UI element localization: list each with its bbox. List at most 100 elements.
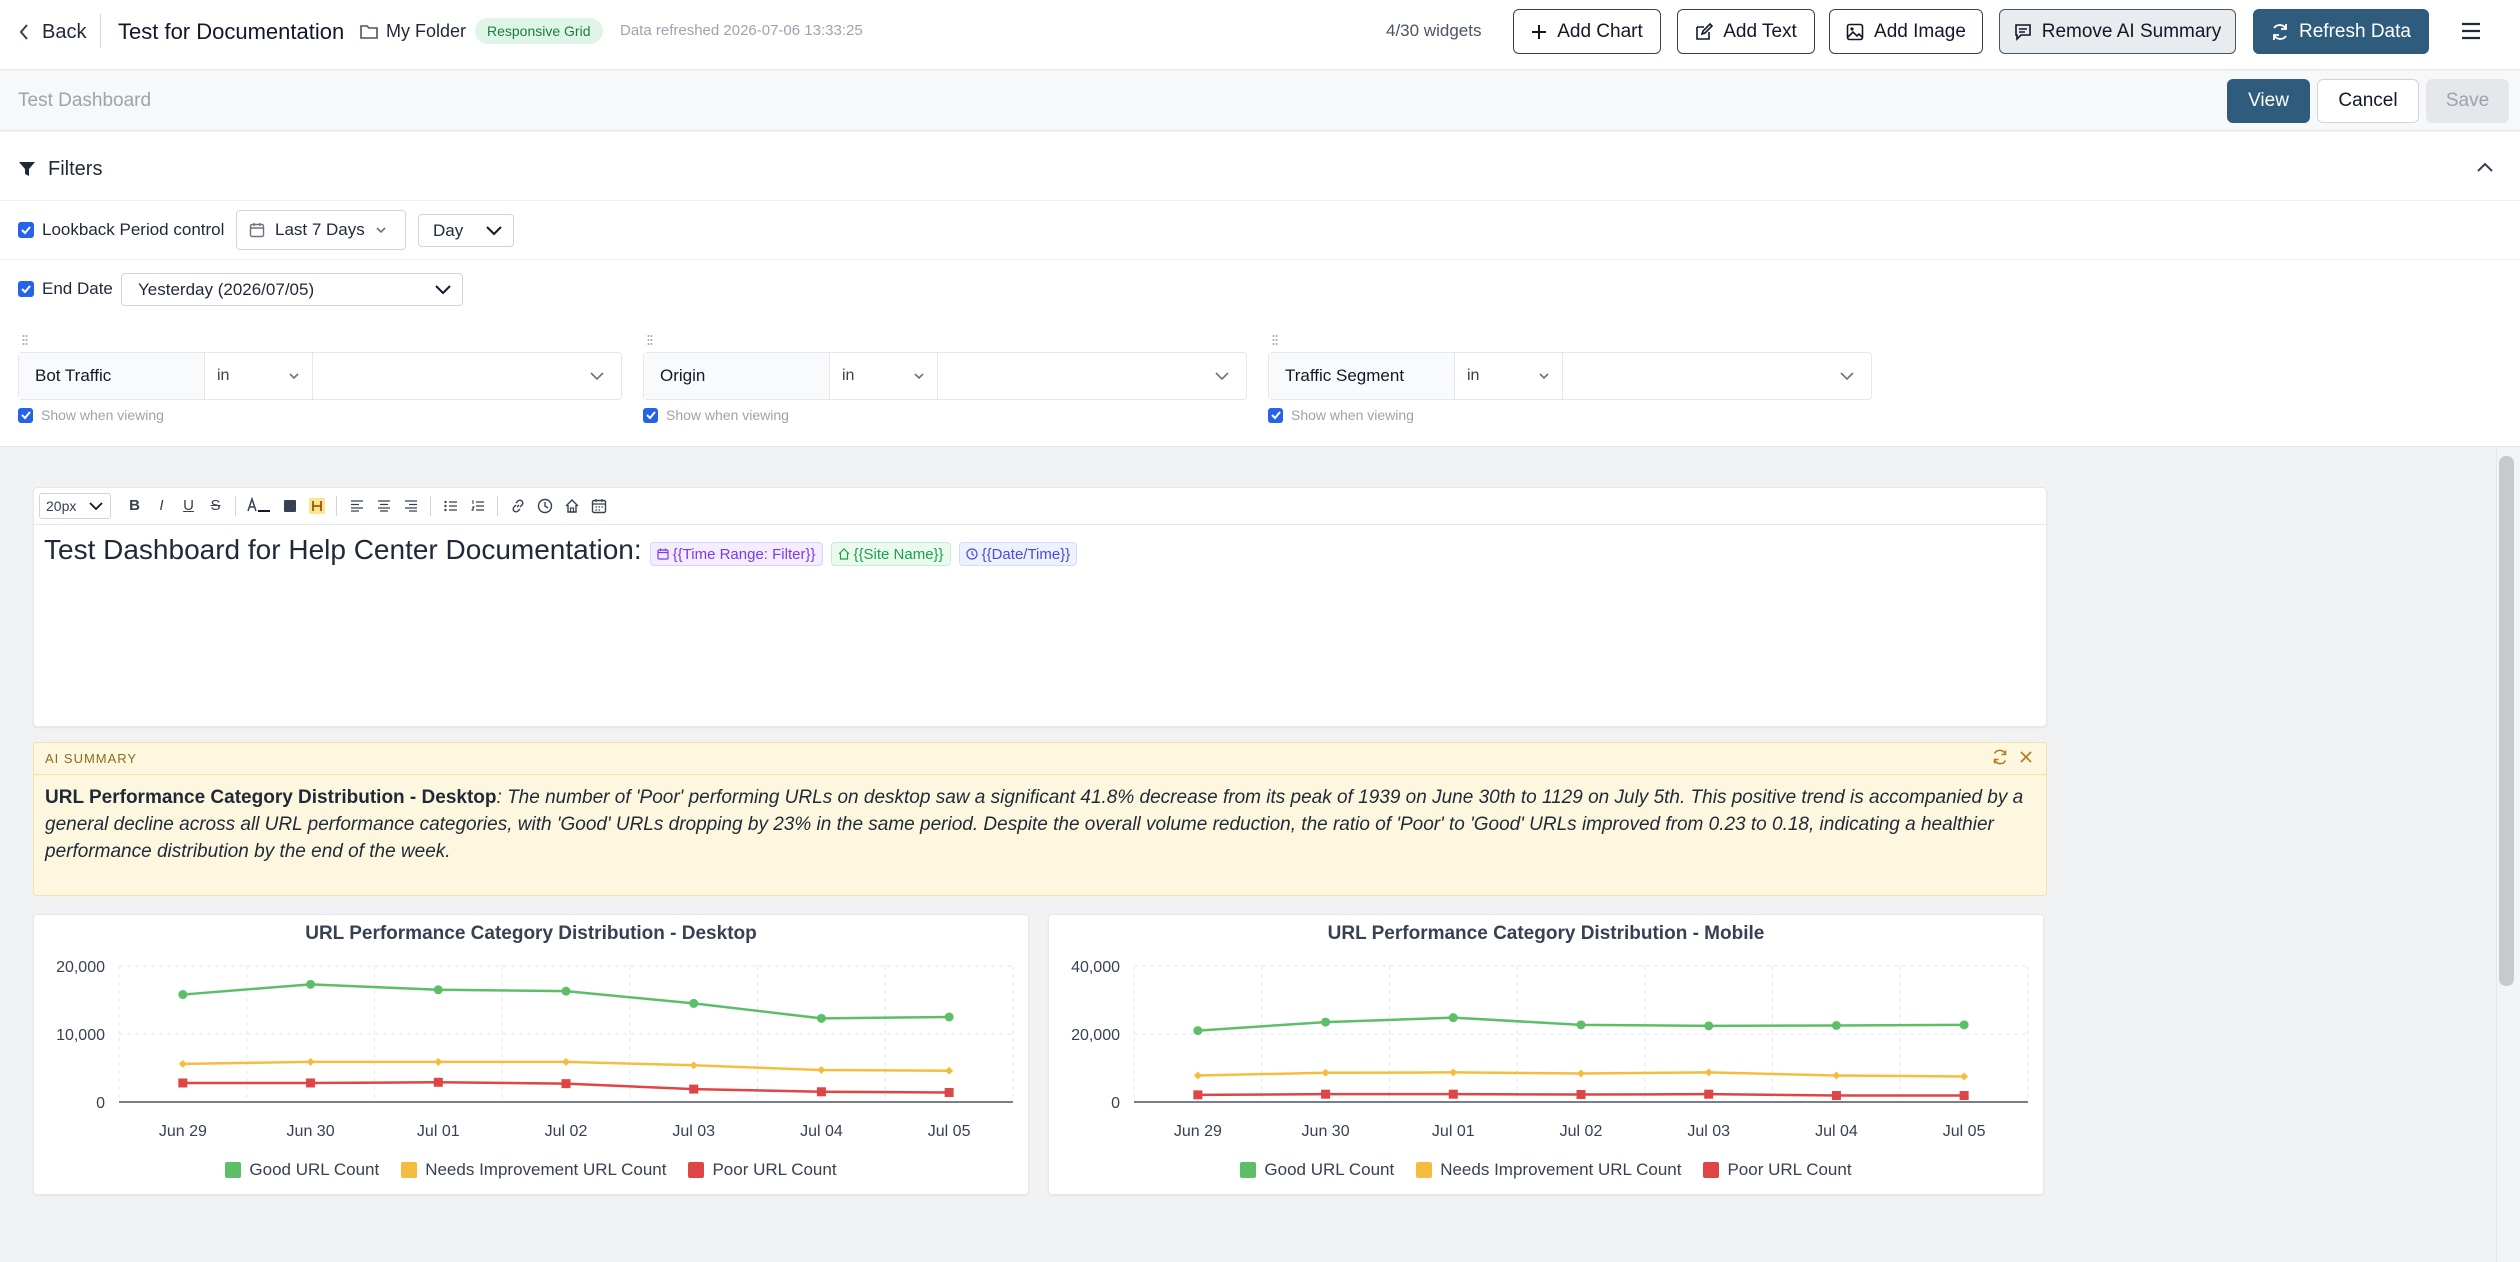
lookback-checkbox[interactable] — [18, 222, 34, 238]
data-point[interactable] — [816, 1087, 826, 1097]
legend-item[interactable]: Poor URL Count — [1703, 1160, 1852, 1180]
data-point[interactable] — [178, 1059, 187, 1068]
operator-select[interactable]: in — [830, 353, 938, 399]
refresh-data-button[interactable]: Refresh Data — [2253, 9, 2429, 54]
legend-item[interactable]: Needs Improvement URL Count — [401, 1160, 666, 1180]
data-point[interactable] — [1576, 1020, 1586, 1030]
bold-icon[interactable]: B — [129, 497, 140, 514]
data-point[interactable] — [945, 1066, 954, 1075]
close-icon[interactable] — [2018, 749, 2034, 765]
data-point[interactable] — [1960, 1072, 1969, 1081]
home-icon[interactable] — [558, 493, 585, 519]
link-icon[interactable] — [504, 493, 531, 519]
clock-icon[interactable] — [531, 493, 558, 519]
view-button[interactable]: View — [2227, 79, 2310, 123]
save-button[interactable]: Save — [2426, 79, 2509, 123]
drag-handle-icon[interactable] — [22, 334, 28, 346]
cancel-button[interactable]: Cancel — [2317, 79, 2419, 123]
chart-widget-mobile[interactable] — [1048, 914, 2044, 1195]
data-point[interactable] — [1449, 1068, 1458, 1077]
granularity-select[interactable]: Day — [418, 214, 514, 247]
operator-select[interactable]: in — [205, 353, 313, 399]
data-point[interactable] — [689, 1061, 698, 1070]
numbered-list-icon[interactable] — [464, 493, 491, 519]
data-point[interactable] — [1704, 1089, 1714, 1099]
highlight-icon[interactable] — [303, 493, 330, 519]
drag-handle-icon[interactable] — [647, 334, 653, 346]
operator-select[interactable]: in — [1455, 353, 1563, 399]
data-point[interactable] — [561, 986, 571, 996]
data-point[interactable] — [306, 1057, 315, 1066]
data-point[interactable] — [1959, 1020, 1969, 1030]
italic-icon[interactable]: I — [159, 497, 164, 514]
add-chart-button[interactable]: Add Chart — [1513, 9, 1661, 54]
variable-chip-site-name[interactable]: {{Site Name}} — [830, 542, 951, 566]
data-point[interactable] — [1193, 1090, 1203, 1100]
filter-value-select[interactable] — [938, 353, 1246, 399]
align-center-icon[interactable] — [370, 493, 397, 519]
filters-header[interactable]: Filters — [18, 156, 102, 182]
text-widget[interactable] — [33, 487, 2047, 727]
lookback-period-control[interactable]: Lookback Period control — [18, 220, 224, 240]
remove-ai-summary-button[interactable]: Remove AI Summary — [1999, 9, 2236, 54]
chevron-up-icon[interactable] — [2474, 156, 2496, 178]
data-point[interactable] — [306, 979, 316, 989]
data-point[interactable] — [1831, 1021, 1841, 1030]
underline-icon[interactable]: U — [183, 497, 194, 514]
data-point[interactable] — [1321, 1089, 1331, 1099]
drag-handle-icon[interactable] — [1272, 334, 1278, 346]
data-point[interactable] — [562, 1057, 570, 1066]
legend-item[interactable]: Good URL Count — [225, 1160, 379, 1180]
data-point[interactable] — [816, 1013, 826, 1023]
folder-link[interactable]: My Folder — [360, 18, 466, 44]
data-point[interactable] — [178, 1078, 188, 1088]
chart-widget-desktop[interactable] — [33, 914, 1029, 1195]
data-point[interactable] — [1959, 1091, 1969, 1101]
show-when-viewing-traffic-segment[interactable]: Show when viewing — [1268, 407, 1414, 423]
data-point[interactable] — [433, 985, 443, 995]
data-point[interactable] — [817, 1066, 826, 1075]
data-point[interactable] — [561, 1079, 571, 1089]
data-point[interactable] — [1448, 1013, 1458, 1023]
line-chart-mobile[interactable]: 0 20,000 40,000 Jun 29 Jun 30 Jul 01 Jul 02 Jul… — [1048, 952, 2044, 1152]
strikethrough-icon[interactable]: S — [210, 497, 221, 514]
data-point[interactable] — [178, 990, 188, 1000]
legend-item[interactable]: Good URL Count — [1240, 1160, 1394, 1180]
back-button[interactable]: Back — [18, 17, 86, 47]
data-point[interactable] — [306, 1078, 316, 1088]
data-point[interactable] — [944, 1087, 954, 1097]
align-left-icon[interactable] — [343, 493, 370, 519]
show-when-viewing-checkbox[interactable] — [18, 407, 33, 423]
show-when-viewing-origin[interactable]: Show when viewing — [643, 407, 789, 423]
end-date-control[interactable]: End Date — [18, 279, 113, 299]
data-point[interactable] — [1576, 1090, 1586, 1100]
text-color-icon[interactable] — [242, 493, 276, 519]
legend-item[interactable]: Needs Improvement URL Count — [1416, 1160, 1681, 1180]
line-chart-desktop[interactable]: 0 10,000 20,000 Jun 29 Jun 30 Jul 01 Jul 02 Jul… — [33, 952, 1029, 1152]
data-point[interactable] — [1193, 1071, 1202, 1080]
variable-chip-time-range[interactable]: {{Time Range: Filter}} — [649, 542, 823, 566]
data-point[interactable] — [1321, 1017, 1331, 1027]
regenerate-icon[interactable] — [1992, 749, 2008, 765]
data-point[interactable] — [433, 1077, 443, 1087]
bullet-list-icon[interactable] — [437, 493, 464, 519]
lookback-period-select[interactable]: Last 7 Days — [236, 210, 406, 250]
data-point[interactable] — [1704, 1068, 1713, 1077]
filter-value-select[interactable] — [313, 353, 621, 399]
text-widget-content[interactable]: Test Dashboard for Help Center Documenta… — [44, 532, 1078, 568]
data-point[interactable] — [1832, 1071, 1841, 1080]
font-size-select[interactable]: 20px — [39, 492, 111, 519]
background-color-icon[interactable] — [276, 493, 303, 519]
data-point[interactable] — [434, 1057, 443, 1066]
add-text-button[interactable]: Add Text — [1677, 9, 1815, 54]
data-point[interactable] — [689, 1084, 699, 1094]
end-date-select[interactable]: Yesterday (2026/07/05) — [121, 273, 463, 306]
legend-item[interactable]: Poor URL Count — [688, 1160, 837, 1180]
data-point[interactable] — [944, 1012, 954, 1022]
add-image-button[interactable]: Add Image — [1829, 9, 1983, 54]
data-point[interactable] — [1193, 1026, 1203, 1036]
data-point[interactable] — [1831, 1091, 1841, 1101]
calendar-icon[interactable] — [585, 493, 612, 519]
data-point[interactable] — [689, 998, 699, 1008]
data-point[interactable] — [1448, 1089, 1458, 1099]
